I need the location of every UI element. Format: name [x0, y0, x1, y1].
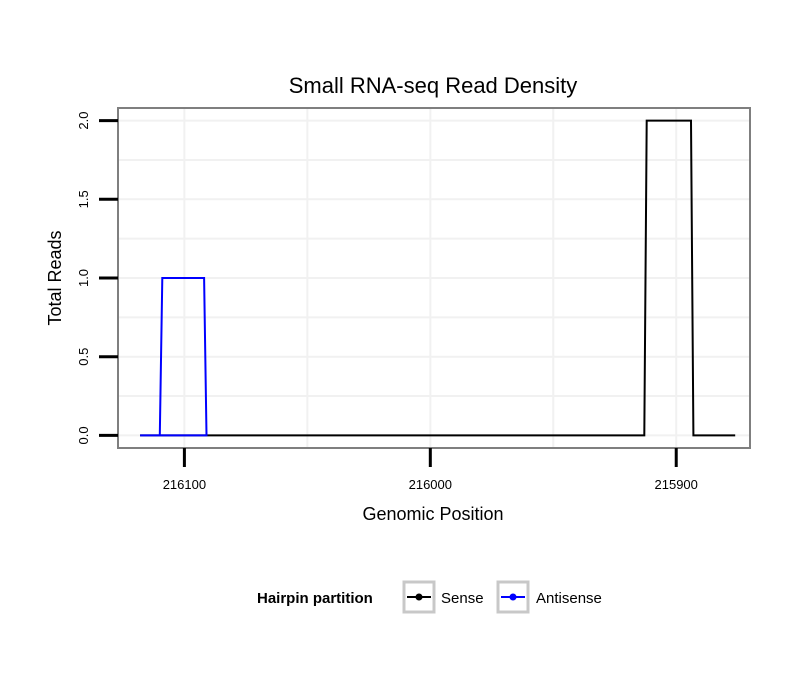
y-axis: 0.0 0.5 1.0 1.5 2.0	[76, 112, 118, 444]
legend-dot-antisense	[509, 593, 517, 601]
series-layer	[140, 119, 736, 437]
x-tick-label: 216000	[409, 477, 452, 492]
grid	[118, 108, 750, 448]
x-axis-title: Genomic Position	[362, 504, 503, 524]
legend-key-antisense	[496, 580, 530, 614]
y-tick-label: 2.0	[76, 112, 91, 130]
legend-item-antisense: Antisense	[496, 580, 602, 614]
chart-title: Small RNA-seq Read Density	[289, 73, 578, 98]
y-tick-label: 0.5	[76, 348, 91, 366]
legend-title: Hairpin partition	[257, 590, 373, 607]
legend-item-sense: Sense	[402, 580, 484, 614]
x-axis: 216100 216000 215900	[163, 448, 698, 492]
legend-dot-sense	[415, 593, 423, 601]
y-tick-label: 1.5	[76, 190, 91, 208]
legend-label-sense: Sense	[441, 590, 484, 607]
plot-area	[117, 107, 751, 449]
y-tick-label: 0.0	[76, 426, 91, 444]
y-axis-title: Total Reads	[45, 230, 65, 325]
y-tick-label: 1.0	[76, 269, 91, 287]
series-line-sense	[140, 119, 736, 437]
legend: Hairpin partition Sense Antisense	[257, 580, 602, 614]
series-line-antisense	[140, 277, 208, 437]
x-tick-label: 216100	[163, 477, 206, 492]
legend-label-antisense: Antisense	[536, 590, 602, 607]
x-tick-label: 215900	[655, 477, 698, 492]
